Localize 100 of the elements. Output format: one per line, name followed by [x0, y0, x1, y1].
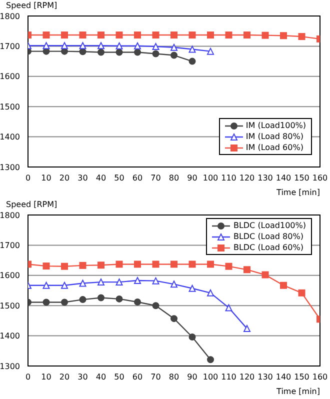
- point: [152, 302, 160, 310]
- y-axis-title: Speed [RPM]: [6, 200, 58, 209]
- point: [134, 298, 141, 306]
- point: [79, 262, 86, 269]
- y-tick-label: 1500: [0, 301, 20, 310]
- point: [42, 298, 50, 306]
- x-tick-label: 80: [168, 372, 180, 382]
- point: [188, 32, 196, 39]
- x-tick-label: 70: [150, 174, 161, 183]
- y-tick-label: 1300: [0, 362, 20, 371]
- y-tick-label: 1400: [0, 332, 20, 341]
- y-tick-label: 1300: [0, 162, 20, 172]
- legend-label: IM (Load100%): [246, 121, 306, 130]
- point: [244, 32, 250, 39]
- y-tick-label: 1800: [0, 12, 20, 21]
- x-tick-label: 50: [114, 174, 124, 183]
- point: [244, 325, 250, 332]
- point: [298, 289, 306, 296]
- x-tick-label: 90: [187, 372, 198, 382]
- point: [170, 315, 178, 322]
- point: [134, 48, 141, 56]
- point: [116, 32, 123, 39]
- x-tick-label: 150: [294, 372, 310, 382]
- y-tick-label: 1700: [0, 42, 20, 52]
- y-tick-label: 1800: [0, 210, 20, 220]
- point: [152, 260, 160, 268]
- point: [116, 295, 123, 302]
- point: [42, 32, 50, 39]
- point: [79, 296, 86, 304]
- point: [61, 298, 68, 306]
- x-tick-label: 0: [25, 372, 31, 382]
- point: [61, 32, 68, 39]
- legend-label: BLDC (Load 80%): [233, 232, 304, 241]
- point: [207, 48, 214, 55]
- y-tick-label: 1500: [0, 102, 20, 112]
- point: [98, 278, 104, 286]
- x-tick-label: 160: [312, 372, 328, 382]
- point: [98, 42, 104, 50]
- x-tick-label: 30: [78, 174, 88, 183]
- point: [61, 42, 68, 50]
- x-tick-label: 130: [258, 372, 273, 382]
- point: [170, 260, 178, 268]
- legend-label: BLDC (Load100%): [233, 221, 306, 230]
- x-tick-label: 150: [294, 174, 310, 183]
- x-tick-label: 50: [114, 372, 124, 382]
- x-tick-label: 60: [132, 174, 143, 183]
- point: [207, 356, 214, 364]
- x-tick-label: 10: [41, 372, 52, 382]
- point: [207, 32, 214, 39]
- point: [225, 262, 232, 270]
- legend-label: IM (Load 80%): [246, 132, 304, 141]
- point: [225, 32, 232, 39]
- point: [152, 32, 160, 39]
- x-axis-title: Time [min]: [276, 387, 320, 396]
- point: [134, 277, 141, 284]
- x-tick-label: 60: [132, 372, 143, 382]
- point: [116, 48, 123, 56]
- point: [116, 42, 123, 50]
- x-tick-label: 140: [276, 372, 292, 382]
- point: [207, 289, 214, 296]
- point: [262, 271, 269, 278]
- y-tick-label: 1700: [0, 241, 20, 250]
- point: [170, 280, 178, 288]
- x-tick-label: 100: [202, 174, 218, 183]
- point: [170, 44, 178, 51]
- y-tick-label: 1400: [0, 132, 20, 142]
- point: [152, 277, 160, 284]
- point: [225, 304, 232, 312]
- x-tick-label: 90: [187, 174, 198, 183]
- x-tick-label: 130: [258, 174, 273, 183]
- x-tick-label: 40: [96, 372, 106, 382]
- x-tick-label: 110: [221, 174, 236, 183]
- x-tick-label: 120: [239, 372, 255, 382]
- point: [298, 33, 306, 40]
- y-tick-label: 1600: [0, 72, 20, 82]
- point: [262, 32, 269, 39]
- point: [61, 262, 68, 270]
- y-tick-label: 1600: [0, 271, 20, 280]
- x-axis-title: Time [min]: [276, 188, 320, 197]
- point: [188, 284, 196, 292]
- point: [79, 32, 86, 39]
- point: [98, 294, 104, 302]
- point: [116, 278, 123, 286]
- point: [42, 42, 50, 50]
- x-tick-label: 120: [239, 174, 255, 183]
- point: [134, 42, 141, 50]
- point: [188, 334, 196, 341]
- point: [42, 262, 50, 270]
- point: [188, 260, 196, 268]
- point: [98, 48, 104, 56]
- x-tick-label: 20: [59, 174, 70, 183]
- point: [152, 50, 160, 58]
- point: [116, 260, 123, 268]
- x-tick-label: 0: [25, 174, 31, 183]
- x-tick-label: 110: [221, 372, 236, 382]
- point: [42, 282, 50, 289]
- point: [79, 48, 86, 56]
- point: [98, 32, 104, 39]
- x-tick-label: 100: [202, 372, 218, 382]
- x-tick-label: 30: [78, 372, 88, 382]
